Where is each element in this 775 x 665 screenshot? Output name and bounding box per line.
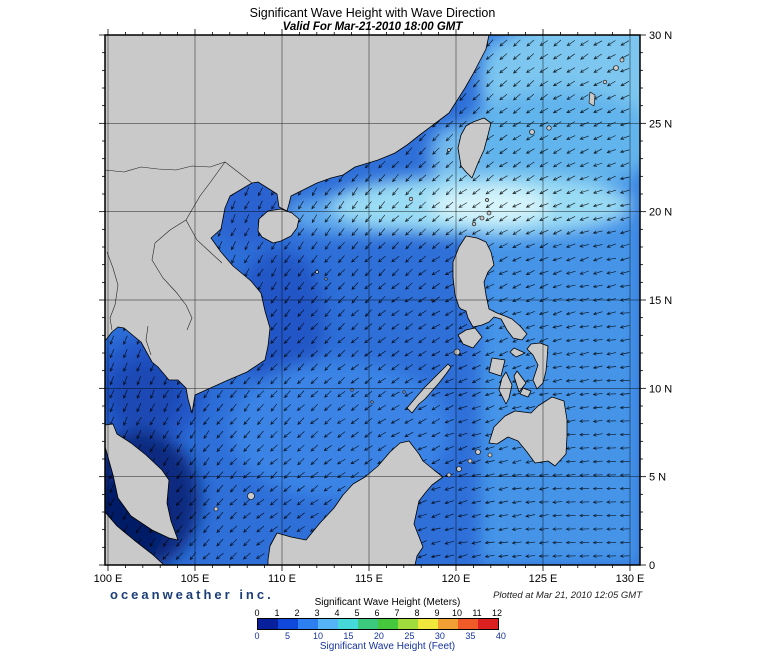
colorbar-meters-tick: 3: [314, 608, 320, 618]
colorbar-meters-tick: 12: [491, 608, 503, 618]
colorbar-meters-tick: 10: [451, 608, 463, 618]
page-title: Significant Wave Height with Wave Direct…: [249, 6, 496, 20]
oceanweather-logo-text: oceanweather inc.: [110, 587, 274, 602]
colorbar-feet-tick: 20: [373, 631, 384, 641]
colorbar-segment: [478, 619, 498, 629]
colorbar-segment: [258, 619, 278, 629]
landmass-mindoro: [457, 327, 483, 349]
map-frame: [104, 34, 641, 566]
landmass-panay: [488, 357, 506, 377]
landmass-borneo: [267, 440, 444, 565]
colorbar-meters-tick: 9: [434, 608, 440, 618]
colorbar-feet-tick: 15: [343, 631, 354, 641]
landmass-malay-peninsula: [105, 423, 179, 541]
landmass-luzon: [452, 235, 528, 341]
lat-tick-label: 5 N: [649, 472, 666, 484]
colorbar-meters-label: Significant Wave Height (Meters): [314, 597, 461, 608]
colorbar-segment: [318, 619, 338, 629]
colorbar-feet-tick: 0: [254, 631, 260, 641]
plot-timestamp: Plotted at Mar 21, 2010 12:05 GMT: [493, 590, 642, 601]
landmass-mindanao: [488, 396, 568, 467]
colorbar-meters-tick: 8: [414, 608, 420, 618]
colorbar-meters-tick: 11: [472, 608, 482, 618]
page-subtitle: Valid For Mar-21-2010 18:00 GMT: [282, 21, 463, 33]
landmass-bohol: [519, 387, 532, 398]
colorbar-segment: [278, 619, 298, 629]
lon-tick-label: 125 E: [529, 573, 558, 585]
lon-tick-label: 120 E: [442, 573, 471, 585]
lon-tick-label: 105 E: [181, 573, 210, 585]
landmasses: [105, 35, 625, 565]
colorbar-meters-tick: 7: [394, 608, 400, 618]
colorbar-segment: [418, 619, 438, 629]
colorbar-meters-tick: 2: [294, 608, 300, 618]
lat-tick-labels: 30 N 25 N 20 N 15 N 10 N 5 N 0: [649, 30, 672, 572]
colorbar-meters-tick: 1: [274, 608, 280, 618]
colorbar-segment: [358, 619, 378, 629]
colorbar-meters-tick: 4: [334, 608, 340, 618]
lon-tick-label: 130 E: [616, 573, 645, 585]
colorbar-meters-tick: 0: [254, 608, 260, 618]
colorbar-segment: [338, 619, 358, 629]
landmass-mainland-asia: [105, 35, 490, 414]
landmass-hainan: [257, 208, 300, 244]
landmass-cebu: [513, 370, 527, 393]
lat-tick-label: 10 N: [649, 383, 672, 395]
lat-tick-label: 30 N: [649, 30, 672, 42]
colorbar-feet-tick: 35: [465, 631, 476, 641]
colorbar-feet-tick: 10: [312, 631, 323, 641]
country-borders: [105, 161, 253, 356]
colorbar-feet-tick: 5: [284, 631, 290, 641]
colorbar-feet-tick: 30: [434, 631, 445, 641]
lon-tick-label: 110 E: [268, 573, 296, 585]
landmass-sumatra: [105, 511, 165, 565]
colorbar-feet-label: Significant Wave Height (Feet): [319, 641, 456, 652]
lat-tick-label: 15 N: [649, 295, 672, 307]
colorbar: [257, 618, 499, 630]
colorbar-segment: [398, 619, 418, 629]
small-islands: [213, 57, 625, 512]
axis-ticks: [99, 29, 646, 571]
landmass-negros: [498, 371, 513, 405]
lon-tick-label: 100 E: [94, 573, 123, 585]
lat-tick-label: 0: [649, 560, 655, 572]
colorbar-segment: [458, 619, 478, 629]
colorbar-segment: [438, 619, 458, 629]
landmass-taiwan: [457, 117, 492, 179]
grid-lines: [105, 35, 640, 565]
colorbar-feet-tick: 25: [404, 631, 415, 641]
map-area: [105, 35, 640, 565]
colorbar-meters-tick: 6: [374, 608, 380, 618]
lat-tick-label: 25 N: [649, 118, 672, 130]
colorbar-segment: [298, 619, 318, 629]
colorbar-segment: [378, 619, 398, 629]
colorbar-feet-tick: 40: [495, 631, 506, 641]
lat-tick-label: 20 N: [649, 207, 672, 219]
colorbar-meters-tick: 5: [354, 608, 360, 618]
lon-tick-labels: 100 E 105 E 110 E 115 E 120 E 125 E 130 E: [94, 573, 645, 585]
lon-tick-label: 115 E: [355, 573, 383, 585]
landmass-masbate: [509, 347, 526, 358]
